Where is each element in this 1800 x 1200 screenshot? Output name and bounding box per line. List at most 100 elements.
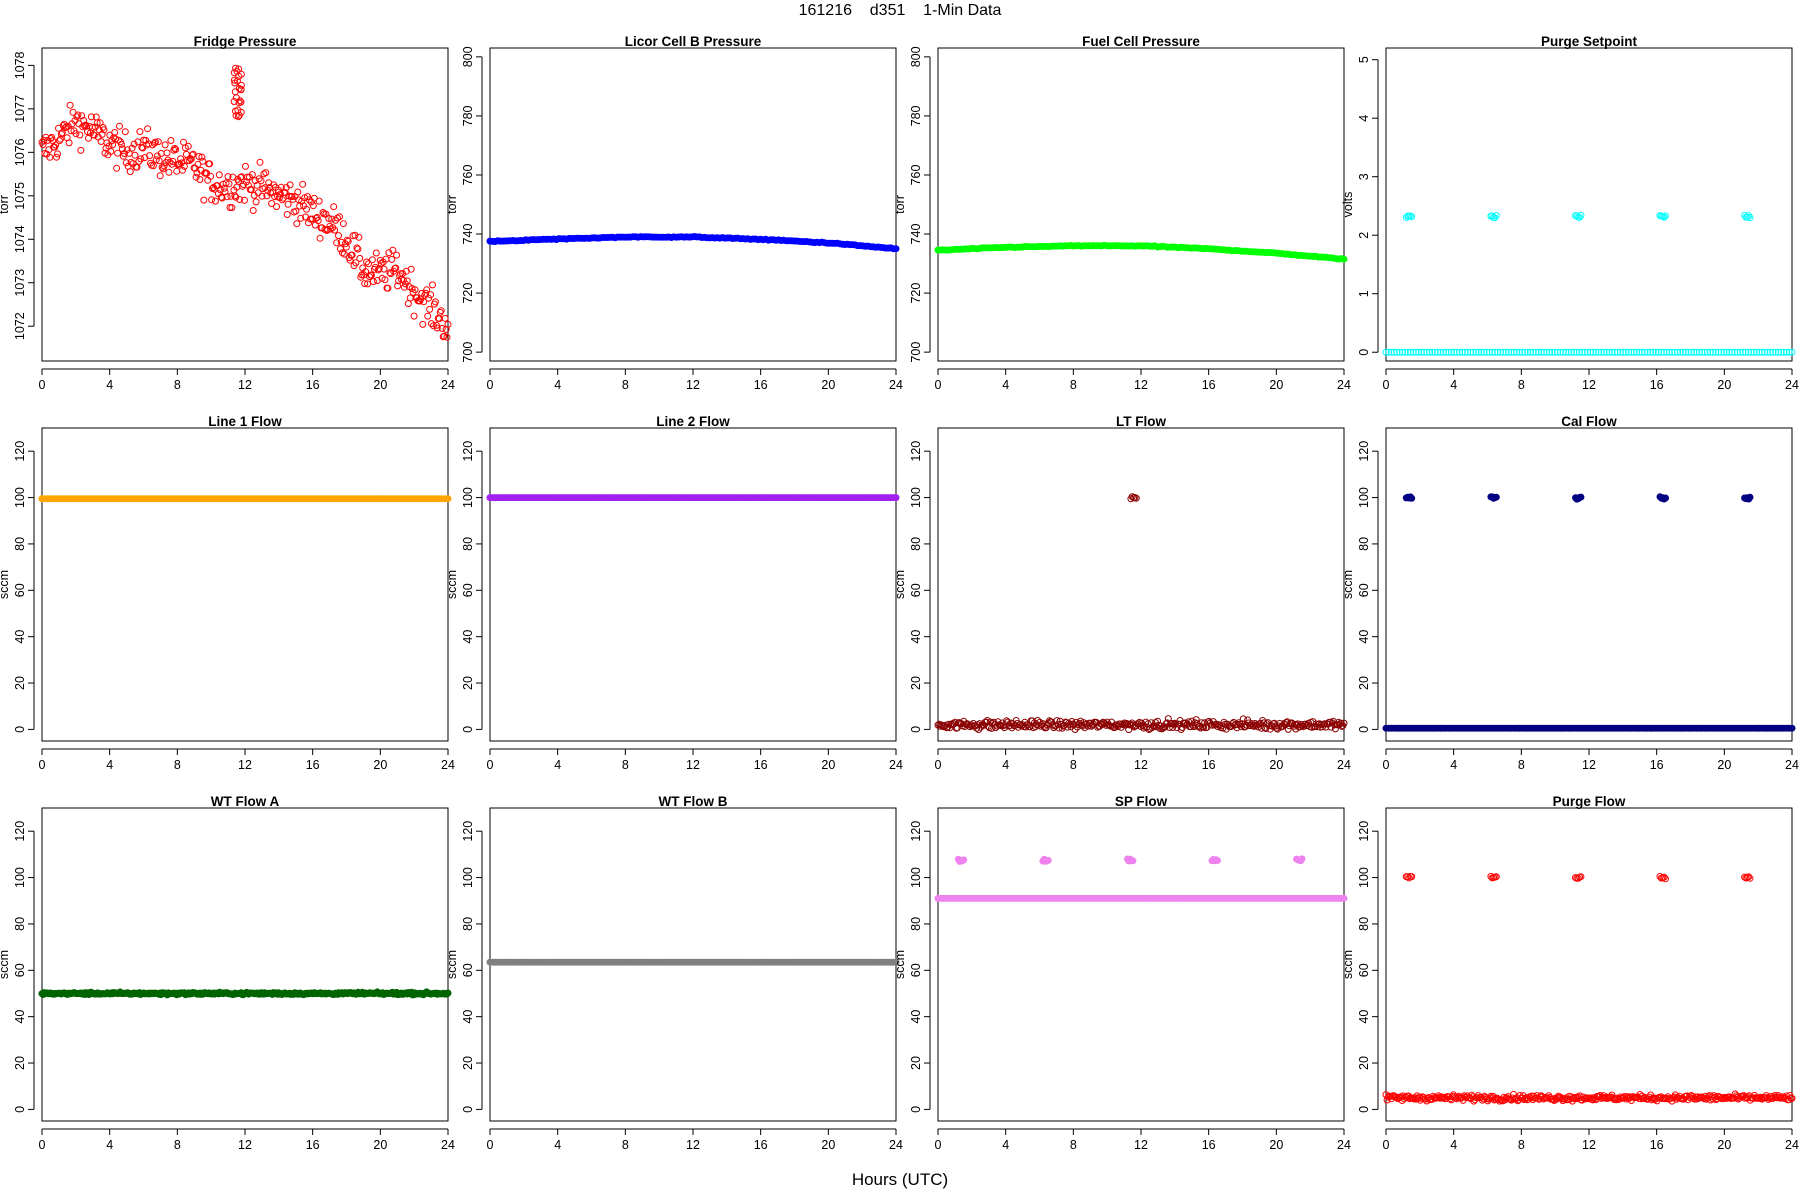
data-point: [1774, 348, 1782, 356]
data-point: [305, 219, 312, 227]
panel-fuel-cell-pressure: Fuel Cell Pressure 0 4 8 12 16 20 24 700 720 740 76…: [893, 0, 1362, 403]
data-point: [1586, 348, 1594, 356]
data-point: [228, 204, 236, 212]
data-point: [1576, 348, 1583, 356]
data-point: [325, 215, 333, 222]
y-axis-label: sccm: [445, 950, 459, 979]
y-tick-label: 3: [1357, 173, 1371, 180]
data-point: [88, 124, 96, 131]
data-point: [286, 181, 294, 189]
data-point: [1671, 348, 1679, 356]
data-point: [1554, 348, 1562, 356]
data-point: [430, 322, 437, 330]
data-point: [172, 146, 180, 153]
data-point: [1510, 348, 1518, 356]
data-point: [331, 226, 339, 234]
data-point: [368, 256, 376, 264]
data-point: [82, 121, 90, 129]
data-point: [368, 271, 375, 279]
data-point: [1595, 1093, 1603, 1101]
data-point: [1605, 348, 1613, 356]
data-point: [1404, 873, 1412, 881]
data-point: [384, 284, 392, 292]
chart-cal-flow: Cal Flow 0 4 8 12 16 20 24 0 20 40 60 80 100 120 sccm: [1341, 414, 1799, 772]
x-tick-label: 20: [821, 378, 835, 392]
data-point: [130, 140, 138, 148]
y-tick-label: 120: [909, 821, 923, 842]
data-point: [177, 155, 185, 163]
y-tick-label: 80: [461, 917, 475, 931]
data-point: [1340, 894, 1348, 902]
data-point: [180, 162, 188, 170]
plot-frame: [1385, 427, 1793, 742]
y-tick-label: 100: [909, 487, 923, 508]
data-point: [1401, 348, 1409, 356]
y-tick-label: 100: [13, 867, 27, 888]
data-point: [1648, 1096, 1656, 1104]
x-tick-label: 24: [889, 378, 903, 392]
x-tick-label: 0: [935, 378, 942, 392]
data-point: [1513, 348, 1521, 356]
data-point: [1745, 212, 1753, 220]
data-point: [1701, 348, 1709, 356]
data-point: [1745, 873, 1753, 881]
data-point: [137, 155, 145, 163]
data-point: [1668, 1097, 1676, 1105]
plot-frame: [937, 427, 1345, 742]
x-tick-label: 0: [1383, 378, 1390, 392]
data-point: [1687, 348, 1695, 356]
data-point: [1709, 1095, 1717, 1103]
data-point: [354, 245, 362, 253]
x-tick-label: 4: [106, 378, 113, 392]
data-point: [336, 213, 343, 221]
data-point: [1398, 348, 1406, 356]
y-tick-label: 40: [13, 630, 27, 644]
data-point: [169, 157, 177, 165]
data-point: [230, 69, 238, 77]
data-point: [1742, 348, 1750, 356]
x-tick-label: 16: [754, 378, 768, 392]
data-point: [1526, 348, 1534, 356]
data-point: [1619, 348, 1627, 356]
data-point: [377, 260, 385, 267]
y-tick-label: 100: [461, 867, 475, 888]
x-tick-label: 0: [935, 1138, 942, 1152]
data-point: [252, 198, 260, 206]
data-point: [982, 718, 990, 726]
data-point: [1393, 1094, 1401, 1102]
data-point: [158, 163, 166, 171]
panel-line-2-flow: Line 2 Flow 0 4 8 12 16 20 24 0 20 40 60 80 100 120 scc…: [445, 380, 914, 783]
data-point: [426, 305, 434, 313]
data-point: [78, 112, 86, 120]
panel-line-1-flow: Line 1 Flow 0 4 8 12 16 20 24 0 20 40 60 80 100 120 scc…: [0, 380, 466, 783]
y-tick-label: 1072: [13, 312, 27, 340]
data-point: [1336, 720, 1344, 728]
data-point: [52, 141, 60, 149]
data-point: [1488, 1094, 1496, 1102]
data-point: [232, 193, 240, 201]
y-tick-label: 80: [1357, 537, 1371, 551]
data-point: [1034, 717, 1042, 724]
panel-title: Licor Cell B Pressure: [625, 34, 762, 49]
data-point: [189, 150, 197, 158]
data-point: [419, 320, 427, 328]
data-point: [1472, 348, 1480, 356]
x-tick-label: 8: [174, 378, 181, 392]
data-point: [1387, 348, 1395, 356]
y-tick-label: 760: [909, 164, 923, 185]
y-tick-label: 100: [1357, 487, 1371, 508]
y-tick-label: 740: [909, 224, 923, 245]
x-tick-label: 16: [754, 758, 768, 772]
y-tick-label: 40: [1357, 1010, 1371, 1024]
data-point: [381, 276, 389, 284]
x-tick-label: 20: [1269, 378, 1283, 392]
panel-lt-flow: LT Flow 0 4 8 12 16 20 24 0 20 40 60 80 100 120 sccm: [893, 380, 1362, 783]
data-point: [1780, 348, 1788, 356]
plot-frame: [489, 47, 897, 362]
data-point: [892, 958, 900, 966]
data-point: [1480, 348, 1488, 356]
data-point: [406, 294, 414, 302]
data-point: [1744, 348, 1752, 356]
chart-lt-flow: LT Flow 0 4 8 12 16 20 24 0 20 40 60 80 100 120 sccm: [893, 414, 1351, 772]
